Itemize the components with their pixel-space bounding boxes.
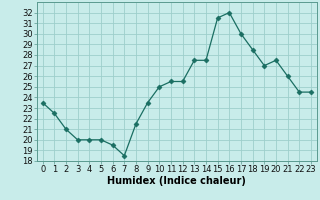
- X-axis label: Humidex (Indice chaleur): Humidex (Indice chaleur): [108, 176, 246, 186]
